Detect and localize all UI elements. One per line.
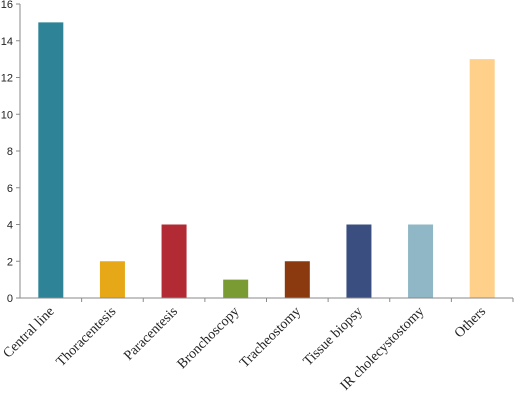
bar-others	[469, 59, 495, 298]
x-tick-label: Tracheostomy	[237, 304, 304, 371]
bar-ir-cholecystostomy	[408, 224, 434, 298]
x-tick-label: Tissue biopsy	[301, 304, 366, 369]
x-tick-label: Central line	[1, 304, 58, 361]
bar-tissue-biopsy	[346, 224, 372, 298]
bar-central-line	[38, 22, 64, 298]
y-tick-label: 16	[1, 0, 13, 11]
y-tick-label: 12	[1, 73, 13, 85]
y-tick-label: 4	[7, 220, 13, 232]
bar-tracheostomy	[284, 261, 310, 298]
y-tick-label: 10	[1, 109, 13, 121]
bar-paracentesis	[161, 224, 187, 298]
y-tick-label: 14	[1, 36, 13, 48]
y-tick-label: 2	[7, 256, 13, 268]
x-tick-label: Others	[452, 304, 489, 341]
y-tick-label: 0	[7, 293, 13, 305]
x-tick-label: Thoracentesis	[54, 304, 120, 370]
y-tick-label: 8	[7, 146, 13, 158]
x-tick-label: Paracentesis	[121, 304, 181, 364]
bars	[38, 22, 495, 298]
y-axis: 0 2 4 6 8 10 12 14 16	[1, 0, 21, 305]
x-tick-label: Bronchoscopy	[175, 304, 243, 372]
bar-bronchoscopy	[223, 279, 249, 298]
bar-thoracentesis	[99, 261, 125, 298]
y-tick-label: 6	[7, 183, 13, 195]
